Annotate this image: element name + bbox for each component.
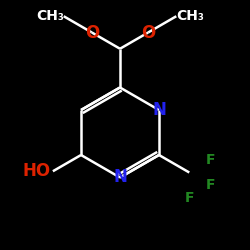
Text: N: N	[113, 168, 127, 186]
Text: CH₃: CH₃	[36, 9, 64, 23]
Text: O: O	[85, 24, 99, 42]
Text: HO: HO	[22, 162, 50, 180]
Text: N: N	[152, 101, 166, 119]
Text: F: F	[184, 190, 194, 204]
Text: CH₃: CH₃	[176, 9, 204, 23]
Text: O: O	[141, 24, 155, 42]
Text: F: F	[206, 153, 216, 167]
Text: F: F	[206, 178, 216, 192]
